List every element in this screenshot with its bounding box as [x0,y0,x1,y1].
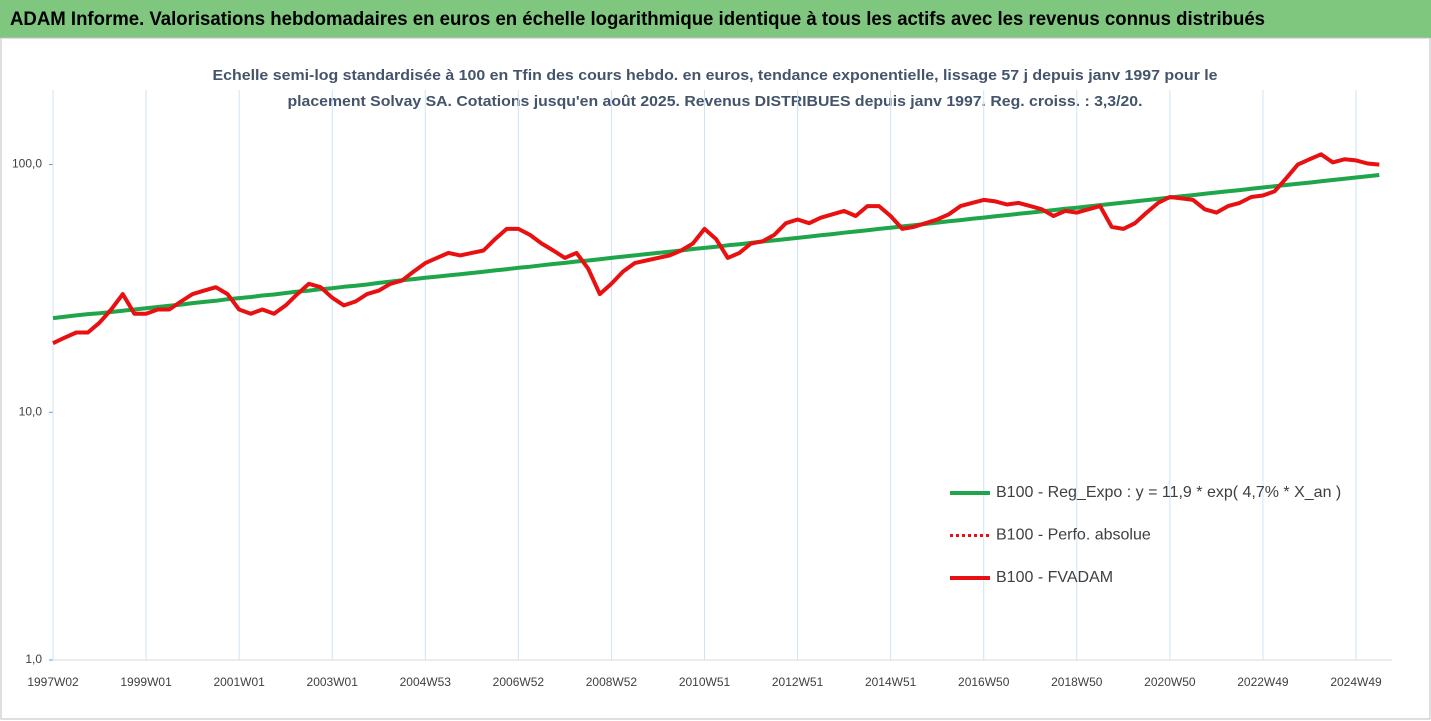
x-tick-label: 2001W01 [213,675,265,689]
x-tick-label: 2010W51 [679,675,731,689]
x-tick-label: 2014W51 [865,675,917,689]
legend-label: B100 - Reg_Expo : y = 11,9 * exp( 4,7% *… [996,484,1341,501]
y-tick-label: 100,0 [12,157,42,171]
chart-subtitle: placement Solvay SA. Cotations jusqu'en … [288,93,1143,110]
legend-label: B100 - FVADAM [996,569,1113,586]
frame [0,37,1431,720]
x-tick-label: 1999W01 [120,675,172,689]
x-tick-label: 2020W50 [1144,675,1196,689]
x-tick-label: 1997W02 [27,675,79,689]
y-tick-label: 1,0 [25,652,42,666]
x-tick-label: 2008W52 [586,675,638,689]
chart-subtitle: Echelle semi-log standardisée à 100 en T… [213,67,1218,84]
x-tick-label: 2024W49 [1330,675,1382,689]
x-tick-label: 2012W51 [772,675,824,689]
x-tick-label: 2016W50 [958,675,1010,689]
series-line [52,152,1380,346]
chart-title: ADAM Informe. Valorisations hebdomadaire… [10,9,1265,30]
x-tick-label: 2006W52 [493,675,545,689]
x-tick-label: 2003W01 [307,675,359,689]
header-band [0,0,1431,38]
x-tick-label: 2018W50 [1051,675,1103,689]
series-line [52,173,1380,321]
x-tick-label: 2022W49 [1237,675,1289,689]
x-tick-label: 2004W53 [400,675,452,689]
y-tick-label: 10,0 [19,404,43,418]
legend-label: B100 - Perfo. absolue [996,527,1151,544]
